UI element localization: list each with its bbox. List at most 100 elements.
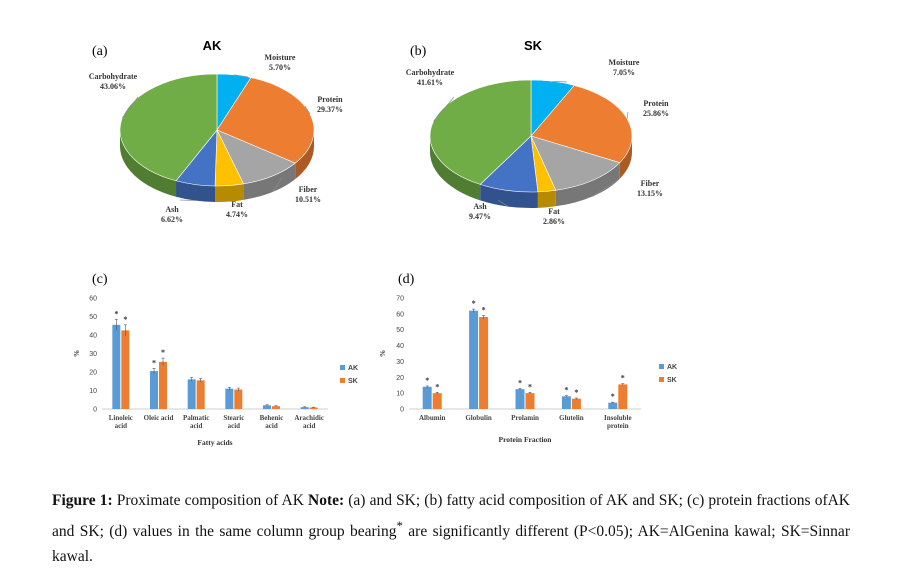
pie-title-ak: AK [203,38,222,53]
chart-d-sig-ak-2: * [518,378,522,387]
chart-c-sig-sk-0: * [123,315,127,324]
chart-d-ytick-50: 50 [396,327,404,334]
chart-d-category-4-0: Insoluble [604,414,632,422]
chart-c-bar-ak-1 [150,371,158,409]
pie-label-fiber: Fiber [299,185,318,194]
chart-c-category-3-1: acid [228,422,241,430]
chart-c-legend-swatch-ak [340,365,345,370]
pie-label-fiber: Fiber [641,179,660,188]
pie-side-fiber [243,163,296,200]
chart-c-bar-ak-0 [112,324,121,409]
pie-slice-carbohydrate [119,73,218,182]
chart-d-category-2-0: Prolamin [511,414,539,422]
pie-label-protein: Protein [643,99,669,108]
pie-leader-carbohydrate [433,96,455,122]
pie-value-moisture: 5.70% [269,63,291,72]
caption-superscript: * [396,518,403,533]
chart-d-bar-ak-0 [422,386,432,409]
chart-d-ytick-70: 70 [396,296,404,303]
chart-c-category-2-1: acid [190,422,203,430]
chart-d-ytick-0: 0 [400,407,404,414]
chart-c-ylabel: % [72,350,81,358]
chart-d-bar-sk-0 [432,393,442,409]
chart-c-bar-ak-4 [263,405,271,409]
figure-caption: Figure 1: Proximate composition of AK No… [52,488,850,569]
chart-d-legend-swatch-ak [659,364,664,369]
chart-c-category-0-1: acid [115,422,128,430]
chart-d-legend-sk: SK [667,377,677,384]
panel-letter-sk: (b) [410,44,427,59]
chart-c-category-2-0: Palmatic [183,414,209,422]
pie-value-moisture: 7.05% [613,68,635,77]
chart-c-ytick-30: 30 [89,351,97,358]
chart-c-category-1-0: Oleic acid [144,414,174,422]
pie-slice-fiber [530,135,621,191]
caption-text-3: are significantly different (P<0.05); AK… [52,523,850,566]
chart-c-ytick-10: 10 [89,388,97,395]
pie-side-fiber [555,162,620,207]
pie-side-protein [619,136,632,179]
pie-leader-protein [626,111,629,119]
pie-value-carbohydrate: 43.06% [100,82,126,91]
chart-d-xlabel: Protein Fraction [499,435,553,444]
chart-c-category-5-0: Arachidic [294,414,324,422]
caption-label: Figure 1: [52,492,113,509]
pie-leader-moisture [553,81,568,83]
chart-c-ytick-0: 0 [93,407,97,414]
pie-label-protein: Protein [317,95,343,104]
chart-c-legend-ak: AK [348,365,358,372]
pie-label-moisture: Moisture [265,53,296,62]
pie-value-ash: 6.62% [161,215,183,224]
pie-leader-fat [227,197,230,202]
chart-d-sig-sk-1: * [482,305,486,314]
pie-value-protein: 25.86% [643,109,669,118]
pie-label-carbohydrate: Carbohydrate [406,68,455,77]
pie-leader-fiber [272,177,283,193]
pie-leader-fiber [592,179,619,197]
chart-d-sig-ak-3: * [564,386,568,395]
chart-d-bar-ak-3 [561,396,571,409]
chart-c-bar-ak-5 [300,407,309,409]
chart-d-bar-sk-4 [618,384,628,409]
chart-c-bar-sk-0 [121,330,130,409]
chart-c-category-3-0: Stearic [223,414,244,422]
chart-c-bar-ak-2 [187,379,196,409]
chart-c-category-0-0: Linoleic [109,414,133,422]
chart-d-sig-ak-1: * [472,299,476,308]
chart-c-ytick-20: 20 [89,370,97,377]
chart-d-ytick-10: 10 [396,391,404,398]
pie-side-protein [295,130,314,180]
chart-d-bar-ak-4 [608,402,618,409]
chart-c-ytick-60: 60 [89,296,97,303]
chart-d-sig-sk-4: * [621,374,625,383]
chart-d-category-0-0: Albumin [419,414,446,422]
chart-d-category-4-1: protein [607,422,629,430]
chart-d-sig-sk-2: * [528,382,532,391]
pie-leader-ash [497,199,509,207]
chart-d-bar-sk-3 [571,398,581,409]
chart-c-xlabel: Fatty acids [197,438,232,447]
chart-c-bar-ak-3 [225,388,234,409]
panel-letter-d: (d) [398,272,415,287]
pie-label-fat: Fat [231,200,243,209]
pie-leader-carbohydrate [122,96,139,119]
pie-value-ash: 9.47% [469,212,491,221]
chart-d-sig-sk-3: * [574,388,578,397]
chart-d-ylabel: % [378,350,387,358]
chart-c-category-5-1: acid [303,422,316,430]
chart-d-ytick-60: 60 [396,311,404,318]
pie-value-fat: 2.86% [543,217,565,226]
chart-c-bar-sk-4 [272,406,280,409]
pie-side-carbohydrate [119,130,177,197]
pie-value-fat: 4.74% [226,210,248,219]
chart-c-sig-sk-1: * [161,348,165,357]
chart-d-category-1-0: Globulin [465,414,492,422]
chart-c-category-4-0: Behenic [260,414,284,422]
caption-note: Note: [308,492,345,509]
chart-c-bar-sk-2 [196,380,205,409]
chart-d-ytick-40: 40 [396,343,404,350]
chart-d-category-3-0: Glutelin [559,414,584,422]
figure-canvas: (a) AKMoisture5.70%Protein29.37%Fiber10.5… [72,38,677,447]
pie-leader-moisture [234,74,249,78]
chart-d-sig-ak-4: * [611,392,615,401]
